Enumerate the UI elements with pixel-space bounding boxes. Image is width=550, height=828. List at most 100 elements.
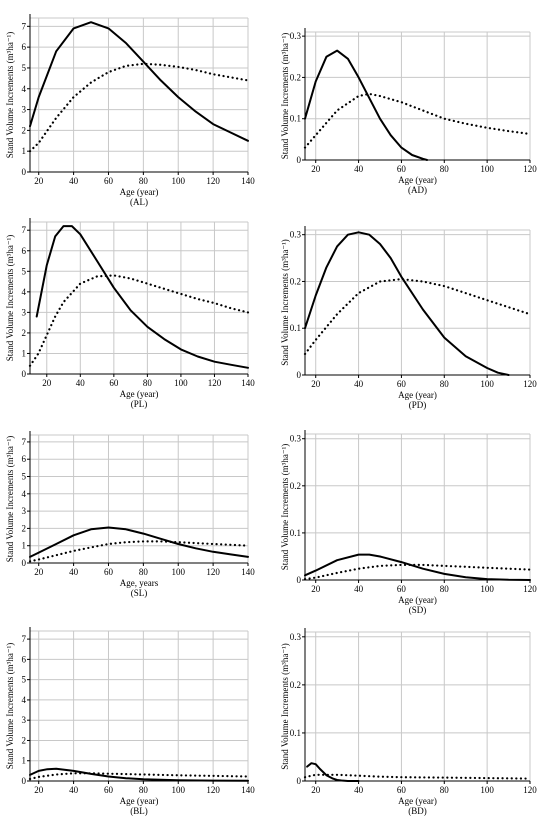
x-axis-label: Age, years <box>120 578 159 588</box>
y-tick-label: 0.1 <box>290 114 301 124</box>
series-line-dotted <box>303 277 532 356</box>
y-tick-label: 0 <box>22 167 27 177</box>
x-axis-label: Age (year) <box>120 389 159 399</box>
y-tick-label: 0.3 <box>290 632 302 642</box>
x-tick-label: 100 <box>171 785 185 795</box>
y-tick-label: 2 <box>22 523 27 533</box>
x-tick-label: 40 <box>69 176 79 186</box>
chart-svg: 20 40 60 80 100 120 0 0.1 0.2 0.3 Age (year)(SD) St… <box>280 430 537 615</box>
x-tick-label: 20 <box>311 785 321 795</box>
y-tick-label: 0 <box>297 155 302 165</box>
x-tick-label: 40 <box>354 379 364 389</box>
y-axis-label: Stand Volume Increments (m³ha⁻¹) <box>5 436 15 563</box>
panel-label: (SL) <box>131 588 148 598</box>
axes <box>304 28 530 161</box>
y-axis-label: Stand Volume Increments (m³ha⁻¹) <box>280 643 290 770</box>
series-line-solid <box>306 762 360 782</box>
y-tick-label: 0.2 <box>290 72 301 82</box>
x-tick-label: 20 <box>311 164 321 174</box>
series-line-dotted <box>28 274 250 367</box>
x-tick-label: 20 <box>34 567 44 577</box>
y-tick-label: 3 <box>22 715 27 725</box>
y-tick-label: 0.2 <box>290 481 301 491</box>
x-tick-label: 80 <box>139 176 149 186</box>
y-tick-label: 0.3 <box>290 434 302 444</box>
chart-svg: 20 40 60 80 100 120 140 0 1 2 3 4 5 6 7 Age, years(SL) S… <box>5 431 255 598</box>
chart-panel-pd: 20 40 60 80 100 120 0 0.1 0.2 0.3 Age (year) (PD) St… <box>275 212 550 417</box>
x-tick-label: 40 <box>354 584 364 594</box>
series-line-solid <box>29 767 249 782</box>
x-tick-label: 140 <box>241 567 255 577</box>
x-tick-label: 120 <box>523 379 537 389</box>
x-tick-label: 140 <box>241 378 255 388</box>
series-line-dotted <box>303 92 532 149</box>
x-tick-label: 40 <box>354 785 364 795</box>
y-axis-label: Stand Volume Increments (m³ha⁻¹) <box>280 239 290 366</box>
x-tick-label: 100 <box>480 584 494 594</box>
y-tick-label: 3 <box>22 506 27 516</box>
y-tick-label: 2 <box>22 125 27 135</box>
y-tick-label: 7 <box>22 634 27 644</box>
series-line-solid <box>304 49 429 161</box>
y-tick-label: 6 <box>22 246 27 256</box>
y-tick-label: 6 <box>22 454 27 464</box>
chart-panel-bl: 20 40 60 80 100 120 140 0 1 2 3 4 5 6 7 Age (year) (BL) S… <box>0 623 270 823</box>
y-tick-label: 6 <box>22 654 27 664</box>
chart-svg: 20 40 60 80 100 120 0 0.1 0.2 0.3 Age (year)(AD) St… <box>280 28 537 195</box>
x-tick-label: 60 <box>397 785 407 795</box>
x-tick-label: 60 <box>109 378 119 388</box>
y-tick-label: 0 <box>297 776 302 786</box>
series-line-solid <box>304 231 510 376</box>
x-axis-label: Age (year) <box>120 796 159 806</box>
x-tick-label: 120 <box>208 378 222 388</box>
x-tick-label: 100 <box>480 164 494 174</box>
y-tick-label: 2 <box>22 328 27 338</box>
axes <box>304 226 530 376</box>
chart-panel-al: 20 40 60 80 100 120 140 0 1 2 3 4 5 6 7 Age (year) (AL) S… <box>0 0 270 210</box>
gridlines <box>305 229 531 376</box>
x-tick-label: 140 <box>241 785 255 795</box>
x-tick-label: 40 <box>69 785 79 795</box>
y-tick-label: 0.3 <box>290 230 302 240</box>
y-tick-label: 7 <box>22 21 27 31</box>
x-tick-label: 80 <box>440 584 450 594</box>
chart-svg: 20 40 60 80 100 120 140 0 1 2 3 4 5 6 7 Age (year)(PL) S… <box>5 218 255 409</box>
chart-panel-pl: 20 40 60 80 100 120 140 0 1 2 3 4 5 6 7 Age (year) (PL) S… <box>0 212 270 417</box>
gridlines <box>30 221 249 375</box>
x-tick-label: 60 <box>397 379 407 389</box>
series-line-solid <box>29 21 249 142</box>
y-tick-label: 1 <box>22 756 27 766</box>
y-tick-label: 7 <box>22 437 27 447</box>
gridlines <box>30 630 249 782</box>
panel-label: (BD) <box>408 806 427 816</box>
x-tick-label: 120 <box>206 176 220 186</box>
x-axis-label: Age (year) <box>120 187 159 197</box>
y-tick-label: 3 <box>22 105 27 115</box>
x-tick-label: 120 <box>523 164 537 174</box>
x-tick-label: 60 <box>104 785 114 795</box>
chart-panel-bd: 20 40 60 80 100 120 0 0.1 0.2 0.3 Age (year) (BD) St… <box>275 623 550 823</box>
x-tick-label: 100 <box>174 378 188 388</box>
y-tick-label: 5 <box>22 266 27 276</box>
x-tick-label: 80 <box>143 378 153 388</box>
y-tick-label: 0 <box>22 369 27 379</box>
x-tick-label: 140 <box>241 176 255 186</box>
axes <box>304 628 530 782</box>
y-axis-label: Stand Volume Increments (m³ha⁻¹) <box>5 643 15 770</box>
y-tick-label: 0 <box>22 558 27 568</box>
x-tick-label: 80 <box>440 164 450 174</box>
chart-svg: 20 40 60 80 100 120 140 0 1 2 3 4 5 6 7 Age (year)(BL) S… <box>5 627 255 816</box>
series-line-dotted <box>28 62 250 153</box>
x-tick-label: 80 <box>440 379 450 389</box>
chart-panel-sd: 20 40 60 80 100 120 0 0.1 0.2 0.3 Age (year) (SD) St… <box>275 423 550 623</box>
y-tick-label: 3 <box>22 307 27 317</box>
series-line-solid <box>35 225 249 369</box>
x-tick-label: 40 <box>76 378 86 388</box>
x-tick-label: 20 <box>42 378 52 388</box>
chart-svg: 20 40 60 80 100 120 0 0.1 0.2 0.3 Age (year)(BD) St… <box>280 628 537 816</box>
axes <box>29 627 248 782</box>
x-tick-label: 40 <box>354 164 364 174</box>
series-line-dotted <box>28 772 250 781</box>
x-tick-label: 100 <box>480 785 494 795</box>
